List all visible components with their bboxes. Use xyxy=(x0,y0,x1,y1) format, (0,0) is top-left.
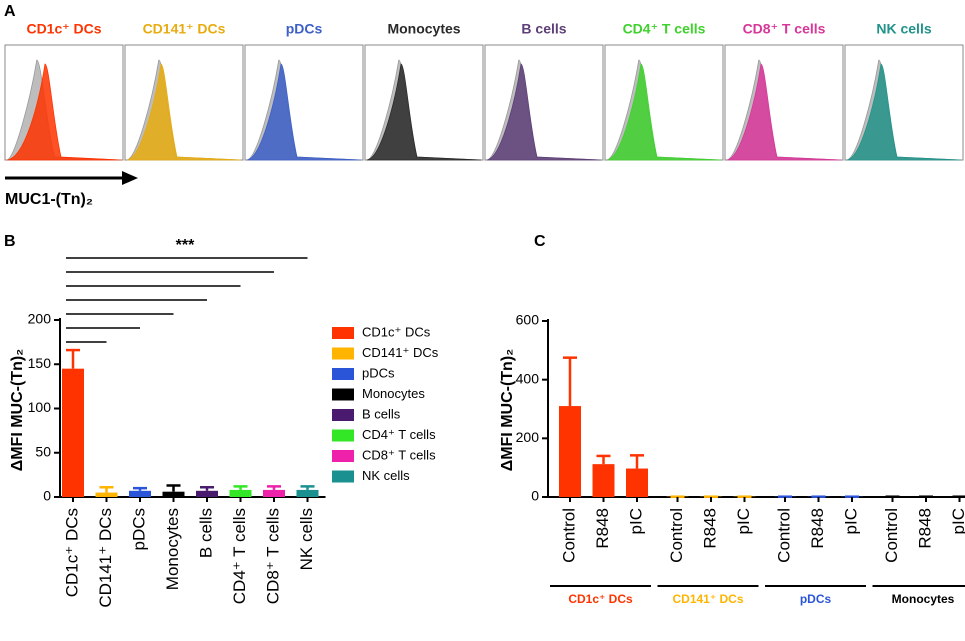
legend-swatch xyxy=(332,368,354,380)
legend-label: CD141⁺ DCs xyxy=(362,345,439,360)
y-tick-label: 200 xyxy=(516,429,540,445)
stained-histogram xyxy=(606,63,722,161)
y-tick-label: 600 xyxy=(516,312,540,328)
x-tick-label: pIC xyxy=(626,508,645,534)
bar xyxy=(592,464,615,497)
bar xyxy=(263,489,285,497)
x-tick-label: pIC xyxy=(949,508,965,534)
bar xyxy=(296,489,319,497)
y-axis-label: ΔMFI MUC-(Tn)₂ xyxy=(9,349,26,472)
stained-histogram xyxy=(726,63,842,161)
panel-title: CD4⁺ T cells xyxy=(623,21,706,37)
legend-label: CD4⁺ T cells xyxy=(362,427,436,442)
x-tick-label: R848 xyxy=(700,508,719,549)
bar xyxy=(229,489,252,497)
legend-label: Monocytes xyxy=(362,386,425,401)
x-tick-label: NK cells xyxy=(297,508,316,570)
y-tick-label: 0 xyxy=(531,488,539,504)
bar xyxy=(559,406,581,497)
bar xyxy=(95,492,118,497)
x-axis-label: MUC1-(Tn)₂ xyxy=(5,191,93,208)
panel-title: CD141⁺ DCs xyxy=(143,21,226,37)
legend-swatch xyxy=(332,470,354,483)
panel-label: C xyxy=(534,233,546,250)
bar xyxy=(62,368,84,497)
legend-label: B cells xyxy=(362,406,401,421)
bar xyxy=(626,468,648,497)
legend-swatch xyxy=(332,450,354,462)
x-tick-label: R848 xyxy=(593,508,612,549)
y-tick-label: 200 xyxy=(28,311,52,327)
arrow-head xyxy=(122,171,138,185)
x-tick-label: pIC xyxy=(841,508,860,534)
x-tick-label: R848 xyxy=(808,508,827,549)
x-tick-label: pIC xyxy=(734,508,753,534)
legend-label: CD1c⁺ DCs xyxy=(362,324,431,339)
axes xyxy=(59,318,326,498)
x-tick-label: CD141⁺ DCs xyxy=(96,508,115,608)
legend-label: NK cells xyxy=(362,468,410,483)
axes xyxy=(547,319,965,498)
panel-label: A xyxy=(4,3,16,20)
legend-label: pDCs xyxy=(362,365,395,380)
legend-swatch xyxy=(332,409,354,421)
panel-title: CD1c⁺ DCs xyxy=(26,21,101,37)
x-tick-label: Control xyxy=(882,508,901,563)
x-tick-label: pDCs xyxy=(129,508,148,551)
x-tick-label: Monocytes xyxy=(163,508,182,590)
panel-title: NK cells xyxy=(876,21,931,37)
x-tick-label: CD4⁺ T cells xyxy=(230,508,249,604)
y-tick-label: 150 xyxy=(28,355,52,371)
panel-title: CD8⁺ T cells xyxy=(743,21,826,37)
significance-annotation: *** xyxy=(176,237,195,254)
x-tick-label: CD1c⁺ DCs xyxy=(62,508,81,597)
stained-histogram xyxy=(846,63,962,161)
y-axis-label: ΔMFI MUC-(Tn)₂ xyxy=(499,349,516,472)
group-label: pDCs xyxy=(800,592,832,606)
stained-histogram xyxy=(486,63,602,161)
legend-swatch xyxy=(332,429,354,442)
x-tick-label: CD8⁺ T cells xyxy=(263,508,282,604)
x-tick-label: R848 xyxy=(915,508,934,549)
panel-title: Monocytes xyxy=(387,21,460,37)
stained-histogram xyxy=(6,63,122,161)
stained-histogram xyxy=(126,63,242,161)
group-label: CD141⁺ DCs xyxy=(672,592,743,606)
x-tick-label: Control xyxy=(774,508,793,563)
y-tick-label: 0 xyxy=(43,488,51,504)
legend-swatch xyxy=(332,388,354,401)
group-label: Monocytes xyxy=(892,592,955,606)
y-tick-label: 50 xyxy=(35,443,51,459)
legend-swatch xyxy=(332,327,354,339)
y-tick-label: 100 xyxy=(28,399,52,415)
stained-histogram xyxy=(366,63,482,161)
panel-label: B xyxy=(4,233,16,250)
y-tick-label: 400 xyxy=(516,370,540,386)
legend-label: CD8⁺ T cells xyxy=(362,447,436,462)
x-tick-label: Control xyxy=(667,508,686,563)
x-tick-label: Control xyxy=(559,508,578,563)
panel-title: B cells xyxy=(521,21,566,37)
stained-histogram xyxy=(246,63,362,161)
bar xyxy=(162,491,185,497)
bar xyxy=(129,490,151,497)
legend-swatch xyxy=(332,347,354,360)
bar xyxy=(196,490,218,497)
x-tick-label: B cells xyxy=(196,508,215,558)
panel-title: pDCs xyxy=(286,21,323,37)
group-label: CD1c⁺ DCs xyxy=(568,592,633,606)
